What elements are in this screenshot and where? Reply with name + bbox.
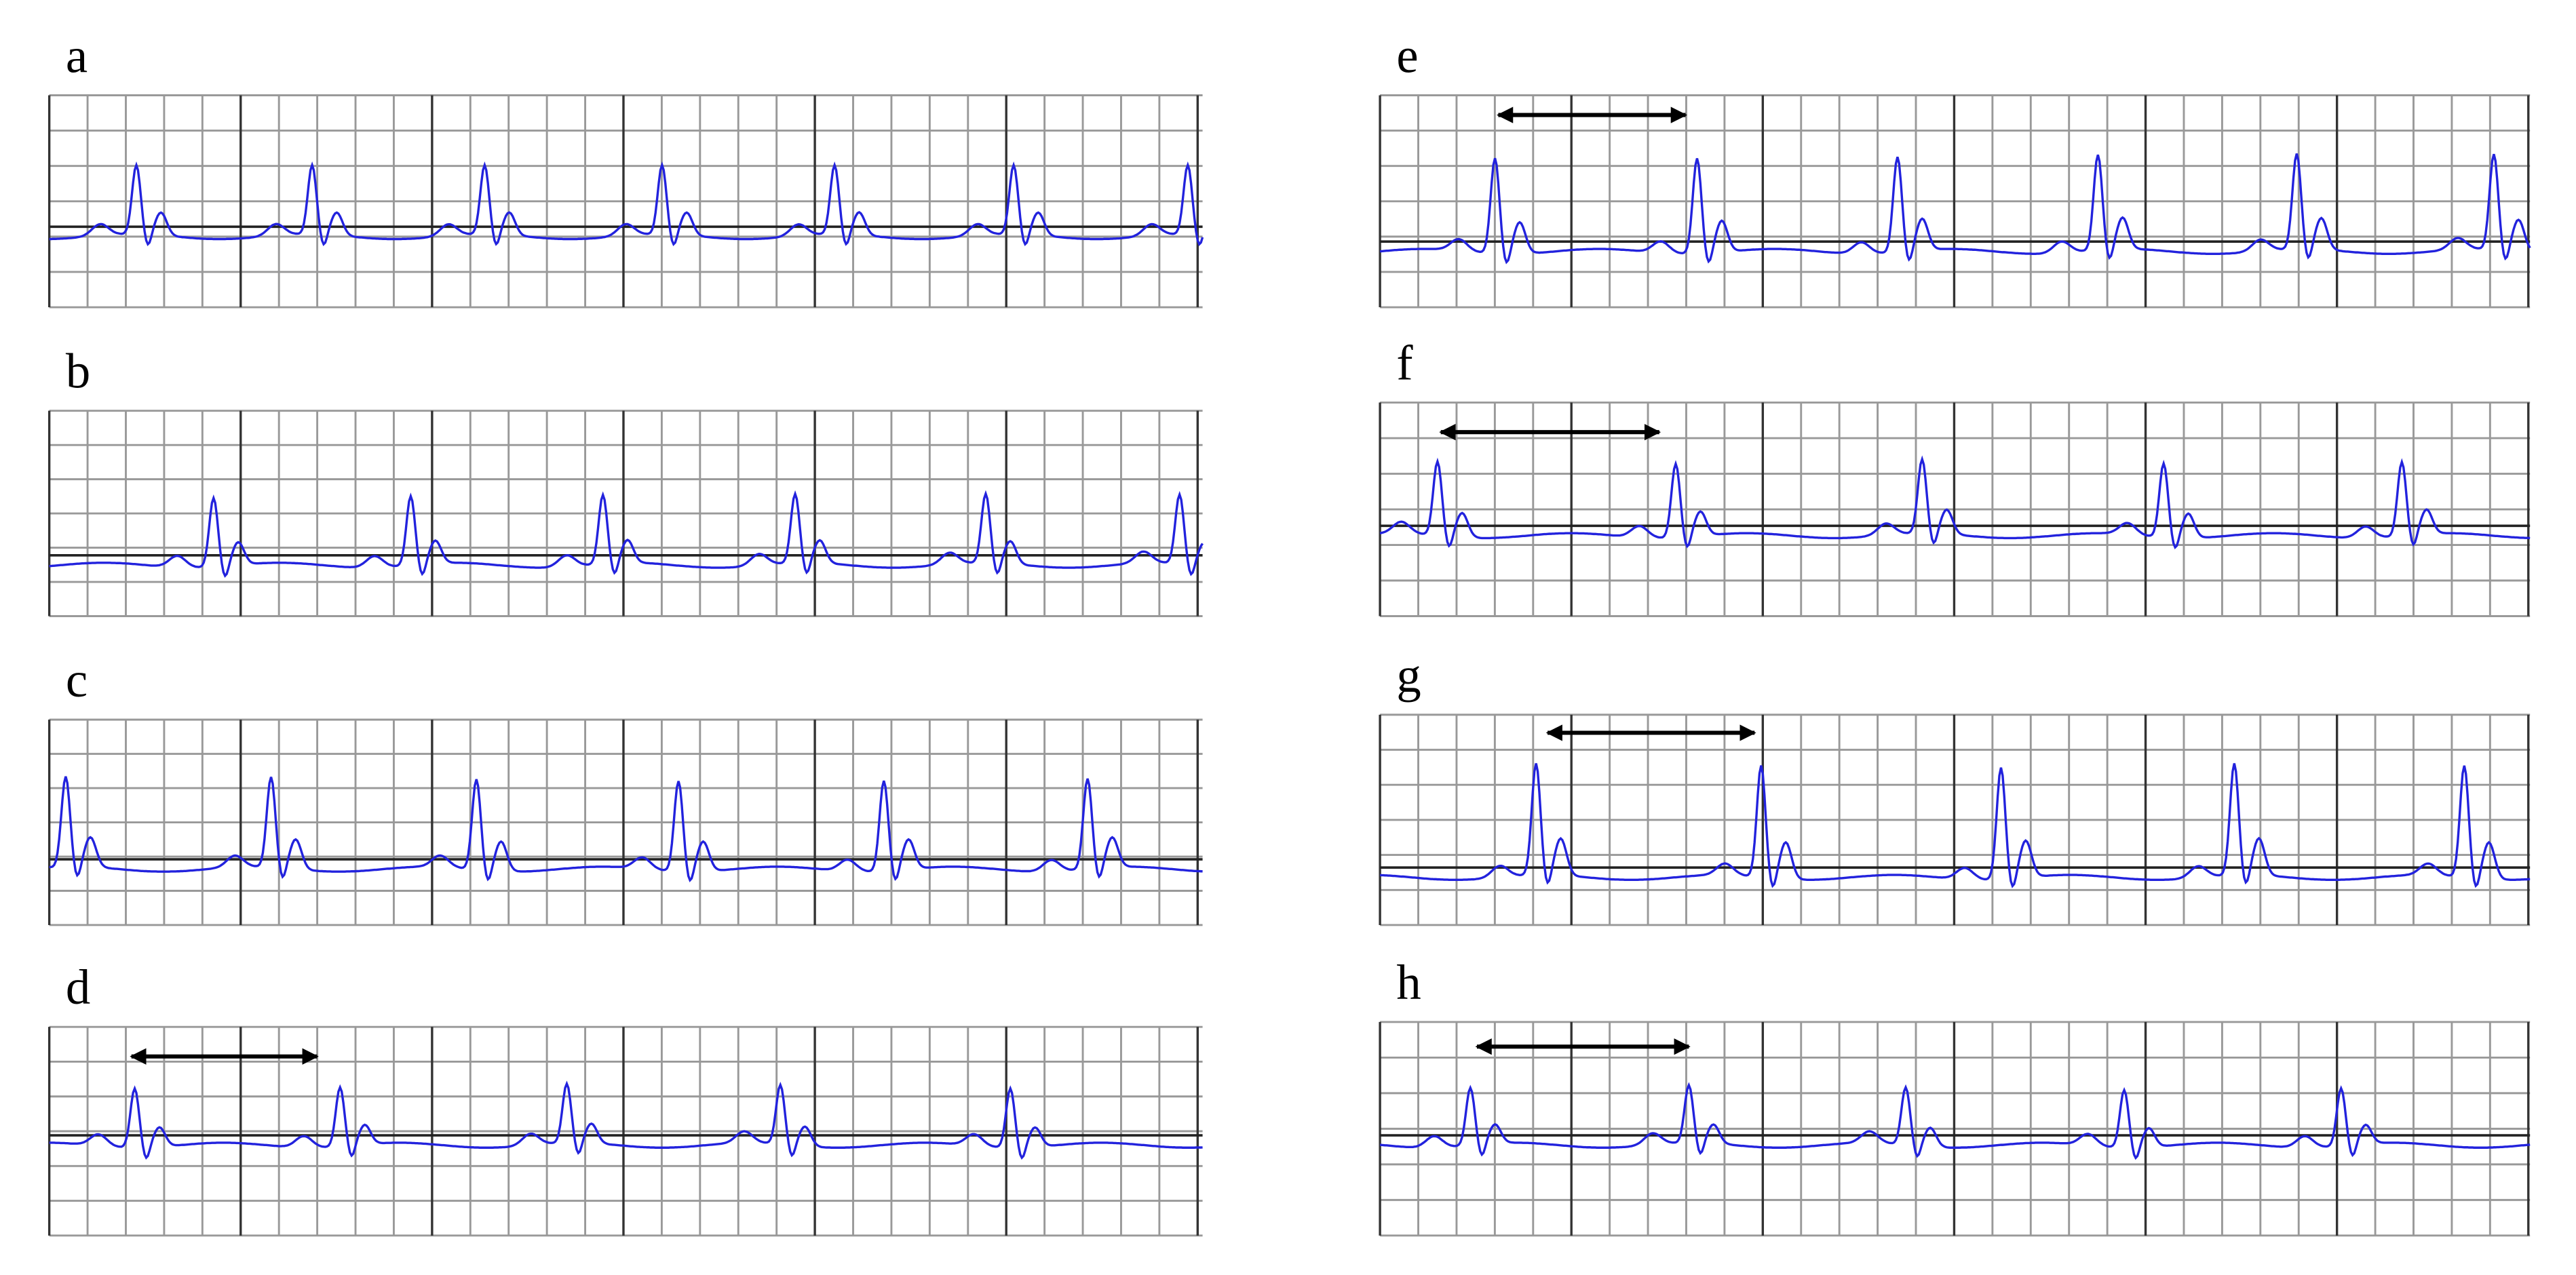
panel-label: a <box>66 28 88 83</box>
trace <box>49 776 1203 883</box>
panel-label: b <box>66 344 90 399</box>
trace <box>1379 1082 2531 1160</box>
panel: e <box>1379 28 2531 309</box>
trace <box>49 161 1204 246</box>
panel-label: e <box>1396 28 1418 83</box>
panel: g <box>1379 648 2531 926</box>
panel: h <box>1379 955 2531 1237</box>
trace <box>1379 153 2531 264</box>
panel: f <box>1379 336 2531 617</box>
panel-label: h <box>1396 955 1421 1010</box>
trace <box>49 490 1204 578</box>
panel: b <box>47 344 1204 617</box>
panel: a <box>47 28 1204 309</box>
trace <box>49 1080 1203 1160</box>
trace <box>1379 455 2531 549</box>
trace <box>1379 763 2531 888</box>
panel: d <box>47 960 1203 1237</box>
panel-label: g <box>1396 648 1421 703</box>
panel-label: d <box>66 960 90 1015</box>
panel-label: c <box>66 652 88 707</box>
panel-label: f <box>1396 336 1413 391</box>
panel: c <box>47 652 1203 926</box>
